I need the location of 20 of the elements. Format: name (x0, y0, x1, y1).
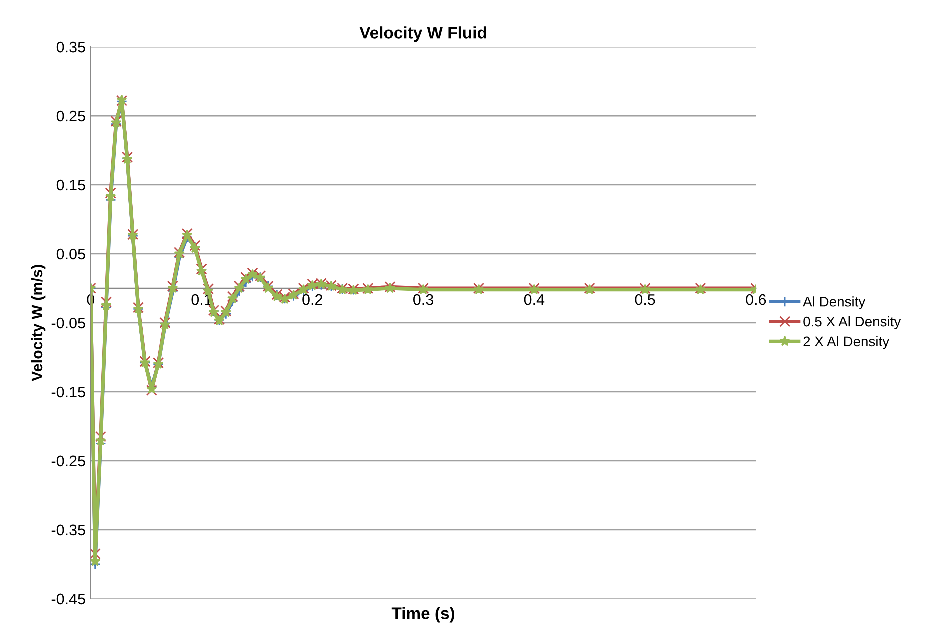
y-tick-label: -0.25 (52, 456, 86, 467)
x-tick-label: 0.4 (524, 294, 545, 306)
x-axis-title: Time (s) (392, 607, 454, 623)
legend-label: Al Density (803, 296, 866, 310)
y-tick-label: 0.15 (56, 180, 86, 191)
y-tick-label: -0.45 (52, 594, 86, 605)
y-axis-title: Velocity W (m/s) (31, 265, 46, 382)
legend-label: 2 X Al Density (804, 336, 890, 350)
x-tick-label: 0.6 (746, 294, 766, 306)
y-tick-label: 0.25 (56, 110, 86, 122)
x-tick-label: 0.5 (635, 294, 656, 306)
y-tick-label: 0.35 (56, 42, 86, 53)
x-tick-label: 0.3 (414, 294, 434, 306)
legend-label: 0.5 X Al Density (804, 316, 902, 330)
y-tick-label: 0.05 (56, 248, 86, 260)
y-tick-label: -0.35 (52, 524, 86, 536)
y-tick-label: -0.05 (52, 318, 86, 329)
y-tick-label: -0.15 (52, 386, 86, 398)
chart-title: Velocity W Fluid (360, 26, 486, 42)
x-tick-label: 0.2 (302, 294, 322, 306)
